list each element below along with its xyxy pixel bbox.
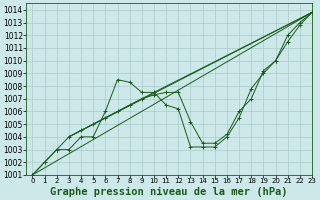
X-axis label: Graphe pression niveau de la mer (hPa): Graphe pression niveau de la mer (hPa) <box>51 186 288 197</box>
